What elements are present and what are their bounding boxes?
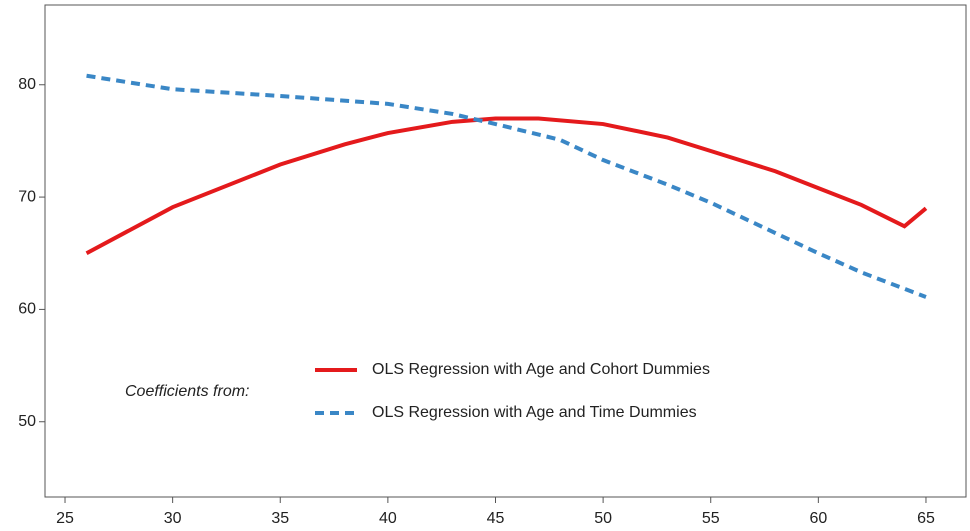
series-line	[85, 116, 928, 256]
y-tick-label: 80	[18, 76, 36, 93]
x-tick-label: 25	[56, 510, 74, 527]
x-tick-label: 40	[379, 510, 397, 527]
legend-title: Coefficients from:	[125, 383, 249, 400]
x-tick-label: 65	[917, 510, 935, 527]
y-tick-label: 70	[18, 188, 36, 205]
x-tick-label: 60	[809, 510, 827, 527]
y-tick-label: 60	[18, 301, 36, 318]
y-tick-label: 50	[18, 413, 36, 430]
x-tick-label: 35	[271, 510, 289, 527]
plot-frame	[44, 4, 967, 498]
series-line	[86, 73, 927, 299]
x-tick-label: 50	[594, 510, 612, 527]
x-tick-label: 45	[487, 510, 505, 527]
legend-label: OLS Regression with Age and Cohort Dummi…	[372, 361, 710, 378]
x-tick-label: 30	[164, 510, 182, 527]
x-tick-label: 55	[702, 510, 720, 527]
legend-label: OLS Regression with Age and Time Dummies	[372, 404, 697, 421]
